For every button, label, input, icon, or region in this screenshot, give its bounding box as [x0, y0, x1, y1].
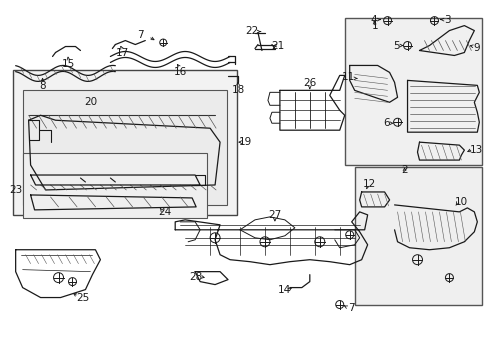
- Text: 10: 10: [454, 197, 467, 207]
- Text: 6: 6: [383, 118, 389, 128]
- Text: 21: 21: [271, 41, 284, 50]
- Text: 2: 2: [401, 165, 407, 175]
- Text: 11: 11: [342, 72, 355, 82]
- Text: 23: 23: [9, 185, 22, 195]
- Bar: [22, 153, 207, 218]
- Text: 13: 13: [469, 145, 482, 155]
- Text: 20: 20: [84, 97, 97, 107]
- Text: 7: 7: [137, 30, 143, 40]
- Bar: [354, 167, 481, 305]
- Text: 15: 15: [62, 59, 75, 69]
- Text: 22: 22: [245, 26, 258, 36]
- Text: 27: 27: [268, 210, 281, 220]
- Text: 4: 4: [369, 15, 376, 24]
- Bar: [22, 90, 226, 205]
- Text: 12: 12: [362, 179, 375, 189]
- Text: 14: 14: [278, 284, 291, 294]
- Text: 16: 16: [173, 67, 186, 77]
- Text: 9: 9: [472, 42, 479, 53]
- Text: 8: 8: [39, 81, 46, 91]
- Text: 7: 7: [347, 302, 354, 312]
- Text: 3: 3: [443, 15, 450, 24]
- Text: 28: 28: [189, 272, 203, 282]
- Text: 1: 1: [370, 21, 377, 31]
- Text: 5: 5: [392, 41, 399, 50]
- Text: 26: 26: [303, 78, 316, 88]
- Text: 17: 17: [116, 49, 129, 58]
- Text: 25: 25: [76, 293, 89, 302]
- Text: 18: 18: [231, 85, 244, 95]
- Bar: [13, 71, 237, 215]
- Text: 19: 19: [238, 137, 251, 147]
- Text: 24: 24: [158, 207, 171, 217]
- Bar: [344, 18, 481, 165]
